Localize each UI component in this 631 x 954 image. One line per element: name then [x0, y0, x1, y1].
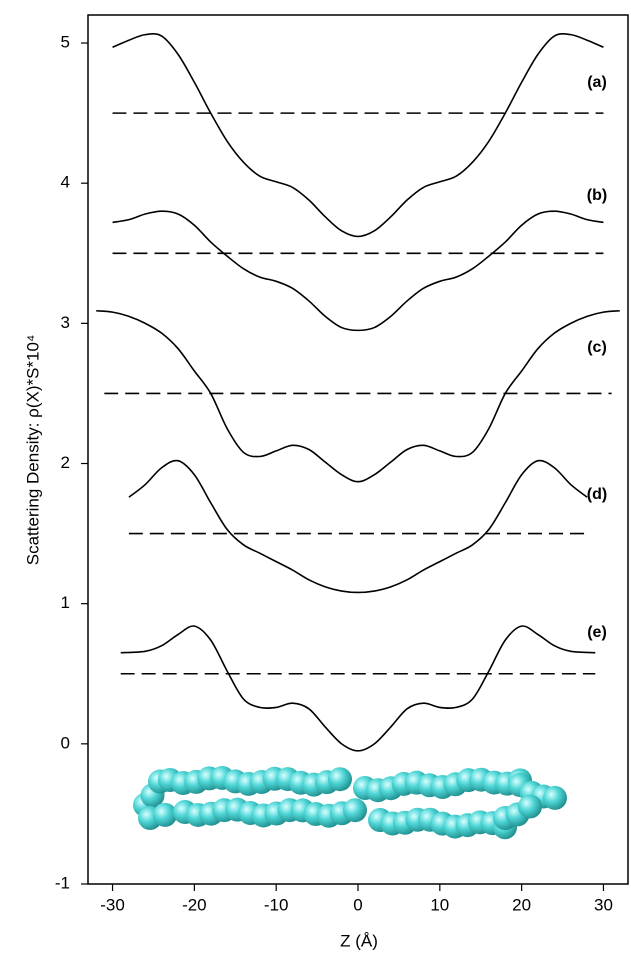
x-tick-label: 30 — [594, 895, 613, 914]
curve-annotation: (c) — [587, 339, 607, 356]
y-tick-label: 5 — [61, 33, 70, 52]
density-curve — [112, 210, 604, 332]
atom — [343, 798, 367, 823]
density-curve — [112, 33, 604, 238]
x-tick-label: -10 — [264, 895, 289, 914]
y-tick-label: -1 — [55, 873, 70, 892]
x-axis-label: Z (Å) — [340, 931, 378, 950]
x-tick-label: -20 — [182, 895, 207, 914]
y-tick-label: 0 — [61, 733, 70, 752]
curve-annotation: (e) — [587, 624, 607, 641]
plot-frame — [87, 14, 629, 885]
y-tick-label: 1 — [61, 593, 70, 612]
atom — [518, 794, 542, 819]
x-tick-label: -30 — [100, 895, 125, 914]
density-curve — [96, 309, 620, 483]
y-tick-label: 2 — [61, 453, 70, 472]
atom — [328, 767, 352, 792]
x-tick-label: 0 — [353, 895, 362, 914]
molecule-illustration — [133, 765, 567, 840]
atom — [543, 785, 567, 810]
x-tick-label: 20 — [512, 895, 531, 914]
y-axis-label: Scattering Density: ρ(X)*S*10⁴ — [23, 335, 42, 566]
atom — [153, 802, 177, 827]
y-tick-label: 4 — [61, 173, 70, 192]
density-curve — [128, 459, 588, 594]
x-tick-label: 10 — [430, 895, 449, 914]
curve-annotation: (b) — [587, 187, 607, 204]
y-tick-label: 3 — [61, 313, 70, 332]
curve-annotation: (d) — [587, 486, 607, 503]
density-curve — [120, 625, 596, 752]
curve-annotation: (a) — [587, 74, 607, 91]
